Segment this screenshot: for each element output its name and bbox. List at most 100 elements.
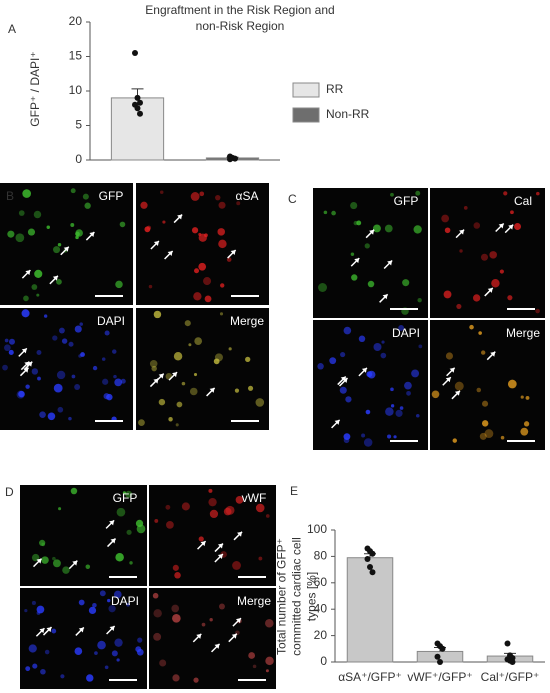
- legend-label: RR: [326, 82, 344, 96]
- arrow-head: [445, 377, 451, 383]
- cell-signal: [40, 668, 46, 675]
- cell-signal: [198, 233, 207, 242]
- cell-signal: [218, 201, 226, 209]
- arrow-head: [490, 351, 496, 357]
- cell-signal: [443, 290, 452, 299]
- cell-signal: [208, 497, 217, 507]
- cell-signal: [172, 564, 179, 571]
- cell-signal: [120, 378, 126, 384]
- panel-letter: A: [8, 22, 16, 36]
- cell-signal: [70, 487, 78, 495]
- cell-signal: [153, 632, 162, 641]
- cell-signal: [112, 349, 117, 354]
- y-tick-label: 100: [307, 522, 327, 536]
- arrow-head: [89, 232, 95, 238]
- cell-signal: [373, 224, 381, 233]
- cell-signal: [119, 221, 126, 228]
- cell-signal: [165, 504, 171, 510]
- y-tick-label: 10: [69, 83, 83, 97]
- cell-signal: [413, 225, 422, 234]
- arrow-head: [361, 367, 367, 373]
- cell-signal: [384, 224, 393, 233]
- cell-signal: [209, 509, 219, 519]
- cell-signal: [385, 407, 394, 416]
- cell-signal: [158, 398, 166, 406]
- cell-signal: [219, 312, 224, 316]
- data-point: [369, 569, 376, 576]
- arrow-head: [487, 287, 493, 293]
- cell-signal: [503, 191, 508, 196]
- cell-signal: [484, 429, 494, 438]
- cell-signal: [387, 434, 392, 439]
- cell-signal: [343, 433, 351, 441]
- chart-title: Engraftment in the Risk Region and non-R…: [145, 3, 335, 33]
- cell-signal: [149, 360, 158, 368]
- cell-signal: [198, 262, 207, 271]
- arrow-head: [214, 643, 220, 649]
- cell-signal: [136, 524, 146, 534]
- y-tick-label: 15: [69, 49, 83, 63]
- cell-signal: [162, 220, 166, 224]
- arrow-head: [196, 633, 202, 639]
- cell-signal: [4, 338, 9, 343]
- cell-signal: [84, 202, 91, 209]
- cell-signal: [70, 223, 75, 227]
- tile-label: αSA: [236, 189, 259, 203]
- data-point: [227, 156, 233, 163]
- cell-signal: [234, 388, 240, 393]
- arrow-head: [109, 625, 115, 631]
- cell-signal: [58, 507, 62, 511]
- cell-signal: [411, 369, 420, 378]
- y-axis-label: GFP⁺ / DAPI⁺: [28, 51, 42, 127]
- arrow-head: [231, 633, 237, 639]
- arrow-head: [217, 554, 223, 560]
- micrograph: [149, 588, 276, 689]
- panel-letter: D: [5, 485, 14, 499]
- arrow-head: [153, 241, 159, 247]
- data-point: [369, 550, 376, 557]
- data-point: [134, 105, 141, 112]
- arrow-head: [167, 250, 173, 256]
- cell-signal: [514, 222, 522, 230]
- cell-signal: [82, 193, 89, 200]
- cell-signal: [15, 233, 25, 243]
- cell-signal: [102, 378, 109, 385]
- cell-signal: [380, 352, 387, 359]
- arrow-head: [230, 250, 236, 256]
- cell-signal: [31, 368, 39, 375]
- cell-signal: [21, 309, 30, 318]
- cell-signal: [53, 559, 61, 568]
- cell-signal: [456, 303, 462, 309]
- arrow-head: [177, 214, 183, 220]
- cell-signal: [43, 314, 48, 318]
- x-tick-label: Cal⁺/GFP⁺: [481, 670, 540, 684]
- cell-signal: [478, 331, 482, 335]
- cell-signal: [56, 370, 66, 380]
- data-point: [437, 659, 443, 665]
- cell-signal: [441, 214, 450, 223]
- cell-signal: [151, 365, 157, 372]
- x-tick-label: vWF⁺/GFP⁺: [407, 670, 472, 684]
- cell-signal: [57, 242, 62, 247]
- cell-signal: [97, 640, 106, 650]
- cell-signal: [68, 341, 74, 347]
- cell-signal: [4, 344, 11, 352]
- cell-signal: [415, 413, 420, 418]
- cell-signal: [106, 393, 113, 401]
- cell-signal: [417, 298, 422, 303]
- cell-signal: [37, 376, 41, 381]
- cell-signal: [350, 252, 355, 256]
- cell-signal: [381, 340, 385, 344]
- cell-signal: [60, 674, 65, 679]
- cell-signal: [173, 352, 183, 361]
- cell-signal: [36, 611, 41, 615]
- cell-signal: [104, 330, 110, 336]
- arrow-head: [36, 558, 42, 564]
- cell-signal: [390, 192, 394, 197]
- cell-signal: [353, 220, 359, 226]
- cell-signal: [160, 190, 164, 194]
- y-tick-label: 0: [320, 654, 327, 668]
- cell-signal: [71, 374, 76, 379]
- cell-signal: [129, 561, 133, 565]
